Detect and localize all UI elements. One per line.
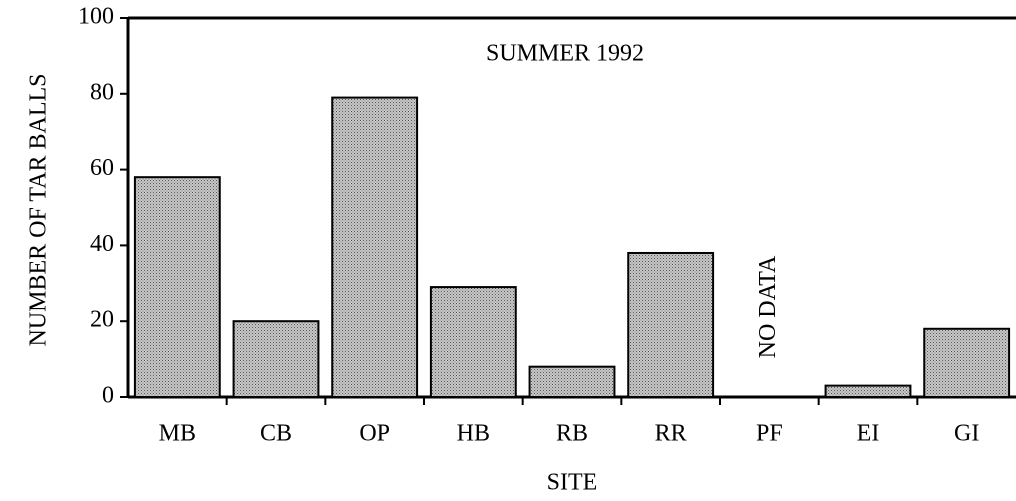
chart-title: SUMMER 1992 [486, 41, 644, 67]
y-tick-label: 80 [90, 79, 114, 105]
bar [429, 286, 517, 398]
y-tick-label: 20 [90, 307, 114, 333]
y-axis-label: NUMBER OF TAR BALLS [26, 73, 52, 346]
x-axis-label: SITE [547, 470, 598, 496]
bar [528, 365, 616, 398]
x-tick-label: HB [457, 421, 490, 447]
bar [923, 327, 1011, 398]
bar [232, 320, 320, 399]
bar [331, 96, 419, 398]
y-tick-label: 60 [90, 155, 114, 181]
bar [133, 176, 221, 398]
x-tick-label: PF [756, 421, 783, 447]
x-tick-label: EI [857, 421, 880, 447]
x-tick-label: CB [260, 421, 292, 447]
y-tick-label: 100 [78, 4, 114, 30]
x-tick-label: RB [556, 421, 588, 447]
y-tick-label: 40 [90, 231, 114, 257]
annotation: NO DATA [755, 255, 781, 358]
y-tick-label: 0 [102, 383, 114, 409]
x-tick-label: RR [655, 421, 687, 447]
x-tick-label: MB [159, 421, 196, 447]
x-tick-label: GI [954, 421, 979, 447]
x-tick-label: OP [359, 421, 390, 447]
bar [627, 251, 715, 398]
bar [824, 384, 912, 399]
